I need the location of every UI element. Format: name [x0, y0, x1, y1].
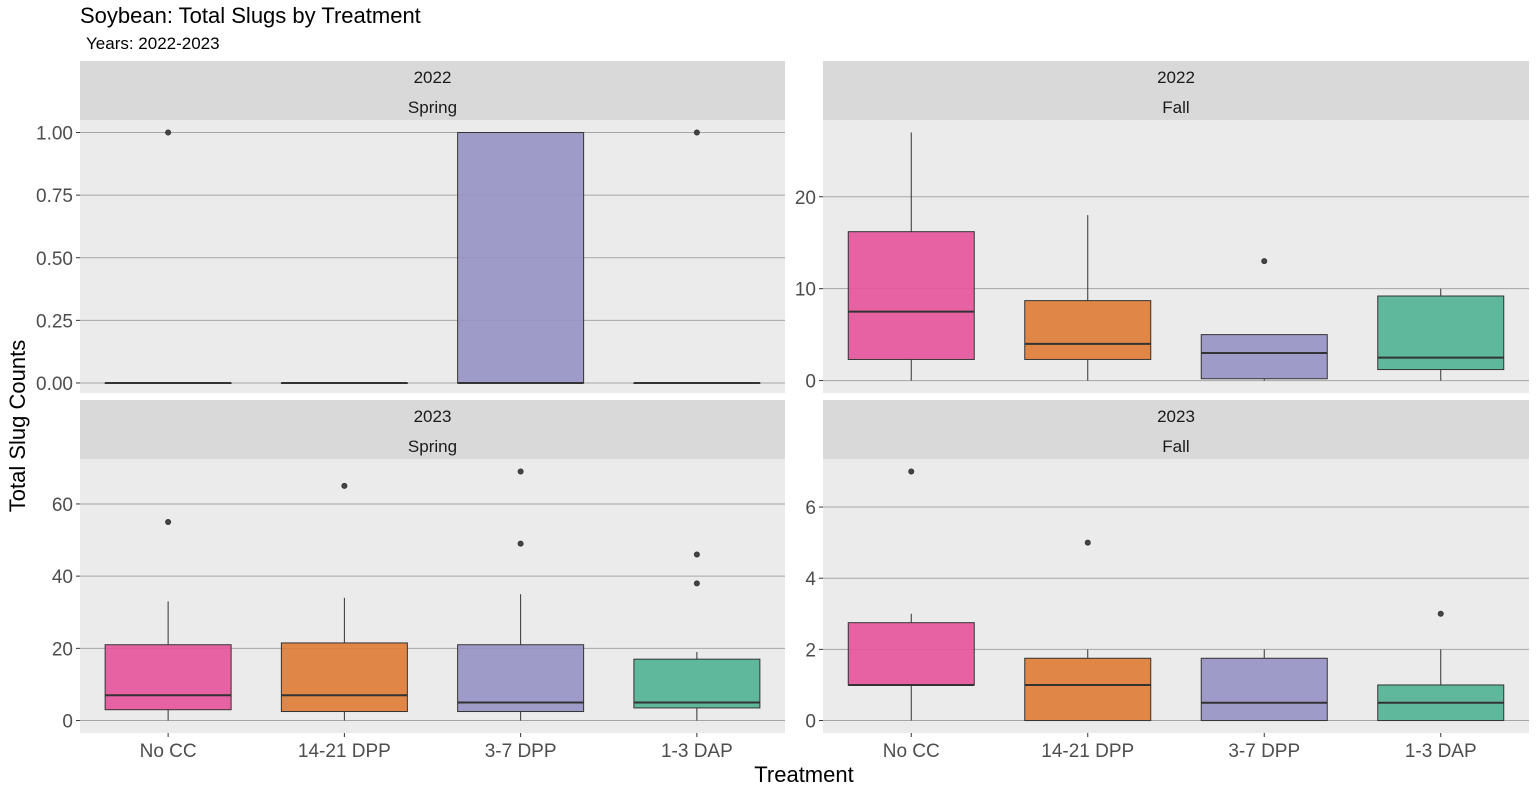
facet-strip-season: Spring: [408, 98, 457, 117]
facet-strip: [80, 61, 785, 120]
facet-strip-year: 2023: [414, 407, 452, 426]
box-iqr: [1200, 334, 1328, 380]
y-tick-label: 20: [52, 639, 73, 660]
box-iqr: [633, 658, 761, 709]
box-3-7-dpp: [457, 468, 585, 721]
y-tick-label: 20: [795, 188, 816, 209]
chart-title: Soybean: Total Slugs by Treatment: [80, 3, 421, 28]
box-14-21-dpp: [1024, 539, 1152, 722]
y-tick-label: 4: [805, 569, 816, 590]
y-tick-label: 1.00: [36, 124, 73, 145]
x-tick-label: 1-3 DAP: [1405, 741, 1477, 762]
box-3-7-dpp: [1200, 649, 1328, 722]
box-14-21-dpp: [1024, 215, 1152, 381]
facet-panel-2022-fall: 2022 Fall 0 10 20: [795, 61, 1529, 393]
box-14-21-dpp: [280, 381, 408, 384]
box-iqr: [457, 644, 585, 713]
y-tick-label: 0.50: [36, 249, 73, 270]
y-tick-label: 0: [805, 372, 816, 393]
x-tick-label: 3-7 DPP: [1228, 741, 1300, 762]
x-tick-label: 14-21 DPP: [298, 741, 391, 762]
x-tick-label: No CC: [140, 741, 197, 762]
box-iqr: [847, 622, 975, 686]
box-1-3-dap: [1377, 610, 1505, 722]
y-tick-label: 0: [805, 712, 816, 733]
y-tick-label: 0: [62, 712, 73, 733]
outlier-point: [517, 468, 524, 475]
box-iqr: [1024, 300, 1152, 360]
box-iqr: [1200, 657, 1328, 722]
outlier-point: [693, 129, 700, 136]
box-3-7-dpp: [1200, 258, 1328, 381]
box-iqr: [104, 644, 232, 711]
y-tick-label: 0.75: [36, 186, 73, 207]
box-no-cc: [847, 468, 975, 721]
box-3-7-dpp: [457, 132, 585, 384]
box-no-cc: [104, 518, 232, 721]
y-tick-label: 10: [795, 280, 816, 301]
chart-subtitle: Years: 2022-2023: [86, 34, 220, 53]
x-tick-label: No CC: [883, 741, 940, 762]
outlier-point: [341, 482, 348, 489]
outlier-point: [908, 468, 915, 475]
outlier-point: [165, 518, 172, 525]
box-14-21-dpp: [280, 482, 408, 721]
box-iqr: [457, 132, 585, 384]
outlier-point: [693, 580, 700, 587]
x-axis-label: Treatment: [754, 762, 854, 787]
facet-strip-season: Fall: [1162, 437, 1189, 456]
y-tick-label: 0.25: [36, 311, 73, 332]
y-tick-label: 6: [805, 498, 816, 519]
facet-strip: [80, 400, 785, 459]
facet-panel-2023-fall: 2023 Fall 0 2 4 6 No CC 14-21 DPP 3-7 DPP 1-3 DAP: [805, 400, 1529, 762]
box-no-cc: [104, 129, 232, 384]
outlier-point: [1084, 539, 1091, 546]
facet-panel-2022-spring: 2022 Spring 0.00 0.25 0.50 0.75 1.00: [36, 61, 785, 395]
facet-strip-season: Spring: [408, 437, 457, 456]
y-tick-label: 60: [52, 495, 73, 516]
box-1-3-dap: [633, 551, 761, 721]
x-tick-label: 3-7 DPP: [485, 741, 557, 762]
outlier-point: [517, 540, 524, 547]
facet-panel-2023-spring: 2023 Spring 0 20 40 60 No CC 14-21 DPP 3-7 DPP 1-…: [52, 400, 785, 762]
box-1-3-dap: [633, 129, 761, 384]
panel-background: [80, 120, 785, 393]
box-no-cc: [847, 132, 975, 381]
outlier-point: [693, 551, 700, 558]
outlier-point: [165, 129, 172, 136]
box-iqr: [280, 642, 408, 713]
y-tick-label: 2: [805, 640, 816, 661]
facet-strip-season: Fall: [1162, 98, 1189, 117]
facet-strip-year: 2022: [414, 68, 452, 87]
facet-strip-year: 2023: [1157, 407, 1195, 426]
facet-strip: [823, 400, 1529, 459]
x-tick-label: 14-21 DPP: [1041, 741, 1134, 762]
x-tick-label: 1-3 DAP: [661, 741, 733, 762]
outlier-point: [1261, 258, 1268, 265]
box-iqr: [847, 231, 975, 360]
y-tick-label: 0.00: [36, 374, 73, 395]
facet-strip: [823, 61, 1529, 120]
outlier-point: [1437, 610, 1444, 617]
y-tick-label: 40: [52, 567, 73, 588]
box-1-3-dap: [1377, 288, 1505, 381]
box-iqr: [1024, 657, 1152, 722]
facet-strip-year: 2022: [1157, 68, 1195, 87]
